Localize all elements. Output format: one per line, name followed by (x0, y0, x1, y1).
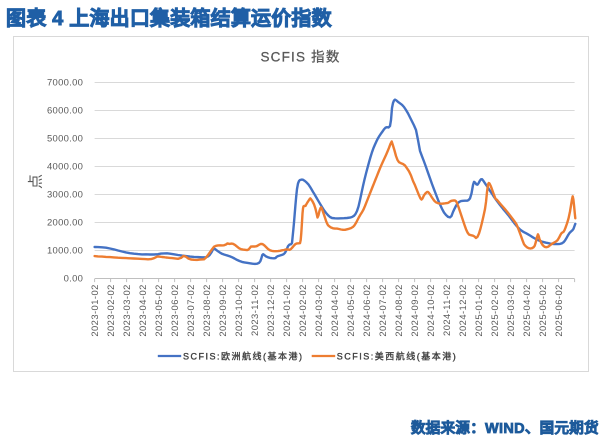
svg-text:2023-08-02: 2023-08-02 (201, 284, 212, 336)
svg-text:1000.00: 1000.00 (47, 246, 83, 257)
svg-text:2023-07-02: 2023-07-02 (185, 284, 196, 336)
svg-text:SCFIS:欧洲航线(基本港): SCFIS:欧洲航线(基本港) (183, 350, 304, 361)
svg-text:2024-01-02: 2024-01-02 (281, 284, 292, 336)
svg-text:2025-05-02: 2025-05-02 (537, 284, 548, 336)
svg-text:5000.00: 5000.00 (47, 134, 83, 145)
svg-text:2000.00: 2000.00 (47, 218, 83, 229)
svg-text:3000.00: 3000.00 (47, 190, 83, 201)
svg-text:2024-10-02: 2024-10-02 (425, 284, 436, 336)
svg-text:2025-02-02: 2025-02-02 (489, 284, 500, 336)
svg-text:2024-03-02: 2024-03-02 (313, 284, 324, 336)
svg-text:2023-01-02: 2023-01-02 (89, 284, 100, 336)
svg-text:7000.00: 7000.00 (47, 78, 83, 89)
svg-text:2024-08-02: 2024-08-02 (393, 284, 404, 336)
svg-text:SCFIS:美西航线(基本港): SCFIS:美西航线(基本港) (337, 350, 458, 361)
svg-text:2025-04-02: 2025-04-02 (521, 284, 532, 336)
svg-text:2024-02-02: 2024-02-02 (297, 284, 308, 336)
svg-text:2024-05-02: 2024-05-02 (345, 284, 356, 336)
svg-text:2023-09-02: 2023-09-02 (217, 284, 228, 336)
svg-text:2023-10-02: 2023-10-02 (233, 284, 244, 336)
svg-text:2023-03-02: 2023-03-02 (121, 284, 132, 336)
svg-text:4000.00: 4000.00 (47, 162, 83, 173)
svg-text:2024-09-02: 2024-09-02 (409, 284, 420, 336)
svg-text:2023-06-02: 2023-06-02 (169, 284, 180, 336)
svg-text:点: 点 (28, 174, 45, 189)
svg-text:2023-11-02: 2023-11-02 (249, 284, 260, 336)
svg-text:2023-02-02: 2023-02-02 (105, 284, 116, 336)
svg-text:2023-04-02: 2023-04-02 (137, 284, 148, 336)
svg-text:2025-06-02: 2025-06-02 (553, 284, 564, 336)
svg-text:0.00: 0.00 (64, 274, 84, 285)
svg-text:SCFIS 指数: SCFIS 指数 (260, 49, 340, 64)
svg-text:2025-01-02: 2025-01-02 (473, 284, 484, 336)
svg-text:2024-12-02: 2024-12-02 (457, 284, 468, 336)
svg-text:2024-11-02: 2024-11-02 (441, 284, 452, 336)
svg-text:2024-06-02: 2024-06-02 (361, 284, 372, 336)
svg-text:2023-05-02: 2023-05-02 (153, 284, 164, 336)
svg-text:2024-04-02: 2024-04-02 (329, 284, 340, 336)
svg-text:2023-12-02: 2023-12-02 (265, 284, 276, 336)
svg-text:6000.00: 6000.00 (47, 106, 83, 117)
svg-text:2024-07-02: 2024-07-02 (377, 284, 388, 336)
svg-text:2025-03-02: 2025-03-02 (505, 284, 516, 336)
